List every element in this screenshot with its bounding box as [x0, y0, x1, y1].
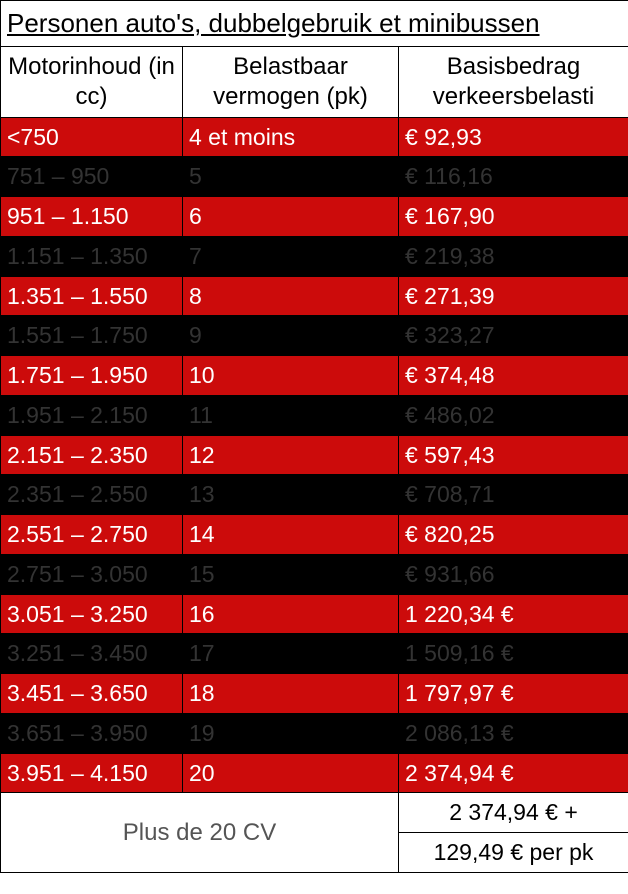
cell-pk: 20 — [183, 753, 399, 793]
cell-amount: € 931,66 — [399, 554, 628, 594]
cell-cc: <750 — [1, 117, 183, 157]
title-row: Personen auto's, dubbelgebruik et minibu… — [1, 1, 628, 47]
cell-pk: 5 — [183, 157, 399, 197]
cell-cc: 3.251 – 3.450 — [1, 634, 183, 674]
cell-pk: 19 — [183, 713, 399, 753]
tax-table-container: Personen auto's, dubbelgebruik et minibu… — [0, 0, 628, 873]
table-row: 2.151 – 2.350 12 € 597,43 — [1, 435, 628, 475]
cell-amount: € 820,25 — [399, 515, 628, 555]
cell-cc: 3.651 – 3.950 — [1, 713, 183, 753]
cell-cc: 3.451 – 3.650 — [1, 674, 183, 714]
cell-amount: 1 220,34 € — [399, 594, 628, 634]
cell-amount: € 708,71 — [399, 475, 628, 515]
table-row: 3.951 – 4.150 20 2 374,94 € — [1, 753, 628, 793]
cell-cc: 1.751 – 1.950 — [1, 356, 183, 396]
cell-cc: 3.051 – 3.250 — [1, 594, 183, 634]
table-row: 2.551 – 2.750 14 € 820,25 — [1, 515, 628, 555]
cell-amount: € 374,48 — [399, 356, 628, 396]
table-row: <750 4 et moins € 92,93 — [1, 117, 628, 157]
cell-amount: € 167,90 — [399, 197, 628, 237]
tax-table: Personen auto's, dubbelgebruik et minibu… — [0, 0, 628, 873]
cell-amount: 1 797,97 € — [399, 674, 628, 714]
cell-pk: 7 — [183, 236, 399, 276]
table-title: Personen auto's, dubbelgebruik et minibu… — [1, 1, 628, 47]
cell-pk: 8 — [183, 276, 399, 316]
cell-amount: € 486,02 — [399, 395, 628, 435]
table-row: 1.151 – 1.350 7 € 219,38 — [1, 236, 628, 276]
cell-pk: 18 — [183, 674, 399, 714]
table-row: 1.551 – 1.750 9 € 323,27 — [1, 316, 628, 356]
footer-left-cell: Plus de 20 CV — [1, 793, 399, 873]
cell-amount: € 219,38 — [399, 236, 628, 276]
table-row: 951 – 1.150 6 € 167,90 — [1, 197, 628, 237]
cell-cc: 3.951 – 4.150 — [1, 753, 183, 793]
cell-pk: 9 — [183, 316, 399, 356]
col-header-cc: Motorinhoud (in cc) — [1, 46, 183, 117]
cell-amount: € 271,39 — [399, 276, 628, 316]
table-row: 2.751 – 3.050 15 € 931,66 — [1, 554, 628, 594]
cell-cc: 951 – 1.150 — [1, 197, 183, 237]
cell-cc: 1.151 – 1.350 — [1, 236, 183, 276]
cell-cc: 751 – 950 — [1, 157, 183, 197]
cell-pk: 14 — [183, 515, 399, 555]
cell-amount: 2 374,94 € — [399, 753, 628, 793]
cell-pk: 11 — [183, 395, 399, 435]
cell-pk: 6 — [183, 197, 399, 237]
footer-right-top: 2 374,94 € + — [399, 793, 628, 833]
cell-amount: € 92,93 — [399, 117, 628, 157]
col-header-pk: Belastbaar vermogen (pk) — [183, 46, 399, 117]
cell-amount: € 323,27 — [399, 316, 628, 356]
table-row: 1.951 – 2.150 11 € 486,02 — [1, 395, 628, 435]
cell-cc: 1.351 – 1.550 — [1, 276, 183, 316]
cell-pk: 12 — [183, 435, 399, 475]
cell-pk: 13 — [183, 475, 399, 515]
cell-pk: 16 — [183, 594, 399, 634]
table-row: 3.651 – 3.950 19 2 086,13 € — [1, 713, 628, 753]
cell-pk: 10 — [183, 356, 399, 396]
col-header-amount: Basisbedrag verkeersbelasti — [399, 46, 628, 117]
cell-cc: 2.351 – 2.550 — [1, 475, 183, 515]
table-row: 1.751 – 1.950 10 € 374,48 — [1, 356, 628, 396]
cell-pk: 4 et moins — [183, 117, 399, 157]
cell-cc: 2.551 – 2.750 — [1, 515, 183, 555]
cell-amount: € 597,43 — [399, 435, 628, 475]
table-row: 3.051 – 3.250 16 1 220,34 € — [1, 594, 628, 634]
cell-amount: 2 086,13 € — [399, 713, 628, 753]
table-row: 1.351 – 1.550 8 € 271,39 — [1, 276, 628, 316]
table-row: 2.351 – 2.550 13 € 708,71 — [1, 475, 628, 515]
table-row: 3.251 – 3.450 17 1 509,16 € — [1, 634, 628, 674]
footer-row-1: Plus de 20 CV 2 374,94 € + — [1, 793, 628, 833]
footer-right-bottom: 129,49 € per pk — [399, 833, 628, 873]
cell-amount: € 116,16 — [399, 157, 628, 197]
table-row: 3.451 – 3.650 18 1 797,97 € — [1, 674, 628, 714]
cell-cc: 2.151 – 2.350 — [1, 435, 183, 475]
cell-amount: 1 509,16 € — [399, 634, 628, 674]
cell-cc: 2.751 – 3.050 — [1, 554, 183, 594]
table-row: 751 – 950 5 € 116,16 — [1, 157, 628, 197]
cell-pk: 17 — [183, 634, 399, 674]
cell-cc: 1.951 – 2.150 — [1, 395, 183, 435]
cell-cc: 1.551 – 1.750 — [1, 316, 183, 356]
header-row: Motorinhoud (in cc) Belastbaar vermogen … — [1, 46, 628, 117]
cell-pk: 15 — [183, 554, 399, 594]
table-body: <750 4 et moins € 92,93 751 – 950 5 € 11… — [1, 117, 628, 872]
